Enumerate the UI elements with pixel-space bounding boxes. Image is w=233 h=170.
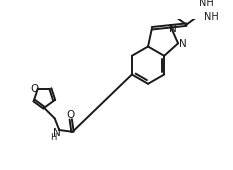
Text: NH: NH <box>199 0 214 8</box>
Text: O: O <box>30 83 38 94</box>
Text: N: N <box>169 24 177 34</box>
Text: N: N <box>179 39 186 49</box>
Text: O: O <box>67 110 75 120</box>
Text: H: H <box>50 133 56 142</box>
Text: N: N <box>53 128 60 138</box>
Text: NH: NH <box>204 12 218 22</box>
